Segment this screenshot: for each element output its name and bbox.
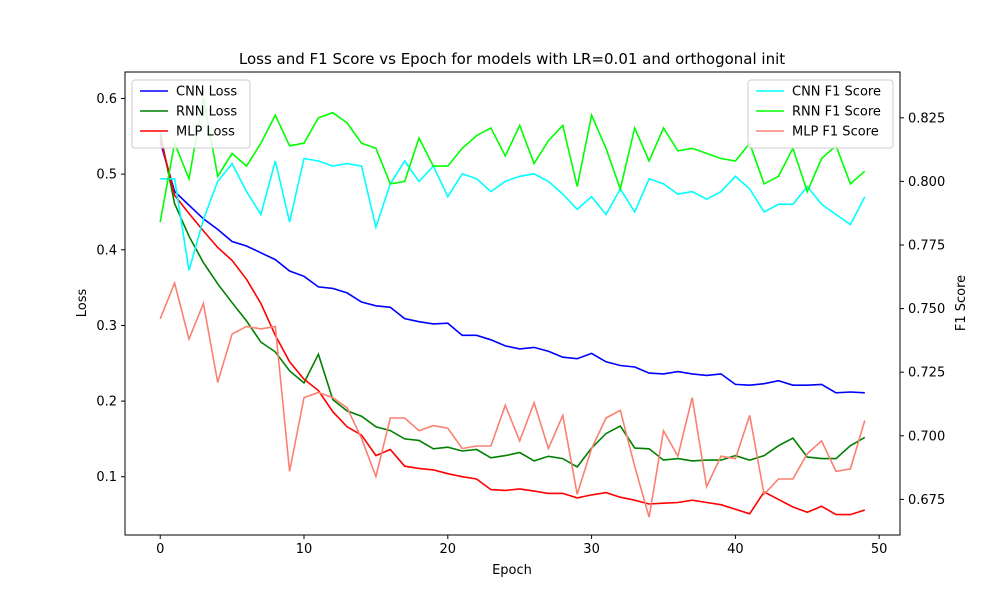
legend-label: CNN Loss [176,85,237,100]
x-axis: 0 10 20 30 40 50 [156,535,887,557]
series-line-mlp-f1-score [159,280,866,518]
series-line-mlp-loss [159,136,866,516]
left-y-axis: 0.1 0.2 0.3 0.4 0.5 0.6 [96,92,125,485]
x-axis-label: Epoch [492,563,532,578]
right-tick-label: 0.725 [908,366,945,381]
x-tick-label: 40 [727,542,744,557]
legend-label: CNN F1 Score [792,85,881,100]
left-y-axis-label: Loss [75,289,90,318]
series-line-rnn-loss [159,132,866,468]
legend-label: RNN Loss [176,105,237,120]
legend-right-box [747,79,894,149]
x-tick-label: 30 [583,542,600,557]
legend-label: MLP F1 Score [792,125,879,140]
right-y-axis-label: F1 Score [954,275,969,331]
series-layer [159,97,866,518]
chart-title: Loss and F1 Score vs Epoch for models wi… [239,50,785,68]
left-tick-label: 0.5 [96,168,117,183]
right-tick-label: 0.800 [908,175,945,190]
x-tick-label: 20 [440,542,457,557]
right-y-axis: 0.675 0.700 0.725 0.750 0.775 0.800 0.825 [900,111,945,508]
right-tick-label: 0.825 [908,111,945,126]
series-line-cnn-f1-score [160,157,866,271]
plot-frame [124,71,901,536]
right-tick-label: 0.675 [908,493,945,508]
left-tick-label: 0.3 [96,319,117,334]
legend-left: CNN Loss RNN Loss MLP Loss [131,79,251,149]
series-line-rnn-f1-score [159,97,866,223]
right-tick-label: 0.750 [908,302,945,317]
left-tick-label: 0.6 [96,92,117,107]
series-line-cnn-loss [159,141,865,394]
left-tick-label: 0.2 [96,395,117,410]
right-tick-label: 0.775 [908,238,945,253]
x-tick-label: 10 [296,542,313,557]
left-tick-label: 0.1 [96,470,117,485]
x-tick-label: 50 [871,542,888,557]
legend-label: RNN F1 Score [792,105,881,120]
x-tick-label: 0 [156,542,164,557]
legend-label: MLP Loss [176,125,235,140]
left-tick-label: 0.4 [96,243,117,258]
right-tick-label: 0.700 [908,429,945,444]
legend-right: CNN F1 Score RNN F1 Score MLP F1 Score [747,79,894,149]
